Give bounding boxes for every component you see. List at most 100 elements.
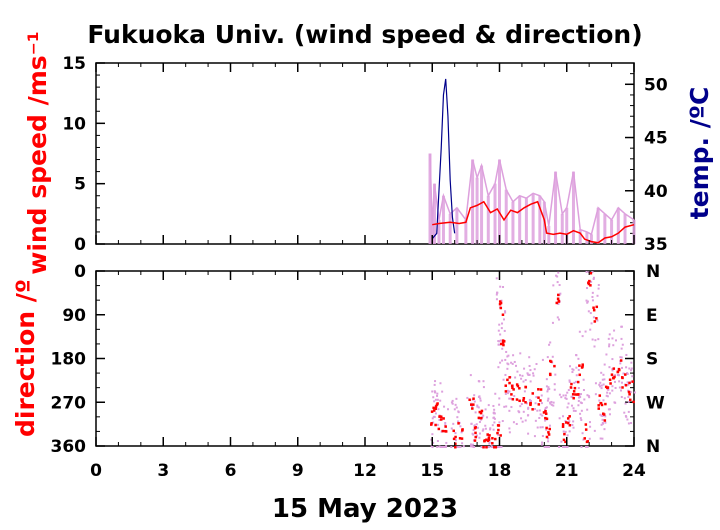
dir-scatter-point (520, 402, 523, 405)
dir-scatter-point (532, 374, 535, 377)
dir-point (524, 401, 527, 404)
dir-point (486, 433, 489, 436)
dir-point (584, 428, 588, 431)
dir-scatter-point (558, 393, 561, 396)
dir-point (518, 399, 521, 403)
dir-scatter-point (602, 373, 605, 376)
dir-scatter-point (443, 446, 446, 448)
dir-point (485, 446, 488, 449)
dir-scatter-point (583, 398, 586, 401)
dir-scatter-point (437, 408, 440, 411)
dir-scatter-point (441, 390, 444, 393)
dir-scatter-point (620, 381, 623, 384)
dir-scatter-point (471, 405, 474, 408)
dir-scatter-point (478, 436, 481, 439)
dir-scatter-point (461, 442, 464, 445)
dir-scatter-point (541, 414, 544, 417)
dir-scatter-point (586, 300, 589, 303)
dir-scatter-point (519, 405, 522, 408)
dir-scatter-point (480, 418, 483, 421)
dir-scatter-point (508, 390, 511, 393)
dir-scatter-point (608, 343, 611, 346)
y2-tick-label: 45 (644, 129, 668, 149)
dir-scatter-point (488, 441, 491, 444)
dir-point (549, 373, 552, 377)
dir-point (600, 403, 604, 407)
dir-point (478, 410, 482, 414)
dir-compass-label: W (646, 393, 665, 413)
dir-scatter-point (611, 368, 614, 371)
dir-scatter-point (550, 400, 553, 403)
dir-point (434, 423, 437, 427)
dir-scatter-point (498, 403, 501, 406)
dir-scatter-point (602, 399, 605, 402)
dir-scatter-point (601, 418, 604, 421)
dir-scatter-point (603, 428, 606, 431)
dir-point (537, 388, 540, 391)
dir-scatter-point (477, 406, 480, 409)
dir-scatter-point (496, 291, 499, 294)
dir-scatter-point (608, 392, 611, 395)
dir-point (589, 271, 593, 275)
dir-scatter-point (618, 386, 621, 389)
dir-point (628, 398, 632, 402)
dir-point (499, 434, 502, 437)
dir-scatter-point (620, 356, 623, 359)
dir-scatter-point (436, 423, 439, 426)
dir-point (544, 409, 547, 413)
dir-scatter-point (597, 287, 600, 290)
dir-scatter-point (432, 441, 435, 444)
dir-scatter-point (577, 399, 580, 402)
dir-scatter-point (434, 380, 437, 383)
dir-point (454, 442, 457, 446)
dir-scatter-point (452, 422, 455, 425)
dir-point (616, 370, 620, 374)
dir-scatter-point (611, 385, 614, 388)
dir-scatter-point (546, 399, 549, 402)
dir-point (583, 437, 586, 440)
dir-scatter-point (492, 428, 495, 431)
dir-scatter-point (630, 369, 633, 372)
dir-scatter-point (618, 380, 621, 383)
dir-scatter-point (476, 404, 479, 407)
dir-scatter-point (626, 381, 629, 384)
dir-scatter-point (528, 356, 531, 359)
dir-scatter-point (566, 434, 569, 437)
dir-scatter-point (564, 397, 567, 400)
dir-scatter-point (513, 395, 516, 398)
dir-scatter-point (549, 341, 552, 344)
dir-point (561, 423, 565, 426)
dir-point (486, 439, 490, 443)
dir-scatter-point (529, 369, 532, 372)
dir-scatter-point (476, 405, 479, 408)
dir-scatter-point (457, 420, 460, 423)
dir-scatter-point (436, 392, 439, 395)
dir-scatter-point (510, 361, 513, 364)
dir-scatter-point (518, 374, 521, 377)
dir-scatter-point (568, 365, 571, 368)
dir-point (548, 427, 551, 431)
dir-scatter-point (629, 391, 632, 394)
dir-point (504, 384, 508, 387)
dir-scatter-point (606, 388, 609, 391)
dir-point (494, 446, 498, 449)
dir-point (544, 412, 548, 415)
dir-scatter-point (591, 295, 594, 298)
dir-point (436, 402, 439, 405)
dir-scatter-point (480, 446, 483, 448)
dir-scatter-point (473, 400, 476, 403)
dir-scatter-point (544, 408, 547, 411)
dir-scatter-point (551, 321, 554, 324)
dir-point (592, 308, 596, 312)
dir-point (501, 339, 505, 342)
dir-scatter-point (568, 380, 571, 383)
dir-point (444, 425, 447, 428)
dir-scatter-point (510, 406, 513, 409)
dir-scatter-point (553, 388, 556, 391)
dir-compass-label: E (646, 306, 658, 326)
dir-scatter-point (556, 275, 559, 278)
dir-point (588, 279, 591, 283)
dir-scatter-point (504, 373, 507, 376)
dir-scatter-point (474, 411, 477, 414)
